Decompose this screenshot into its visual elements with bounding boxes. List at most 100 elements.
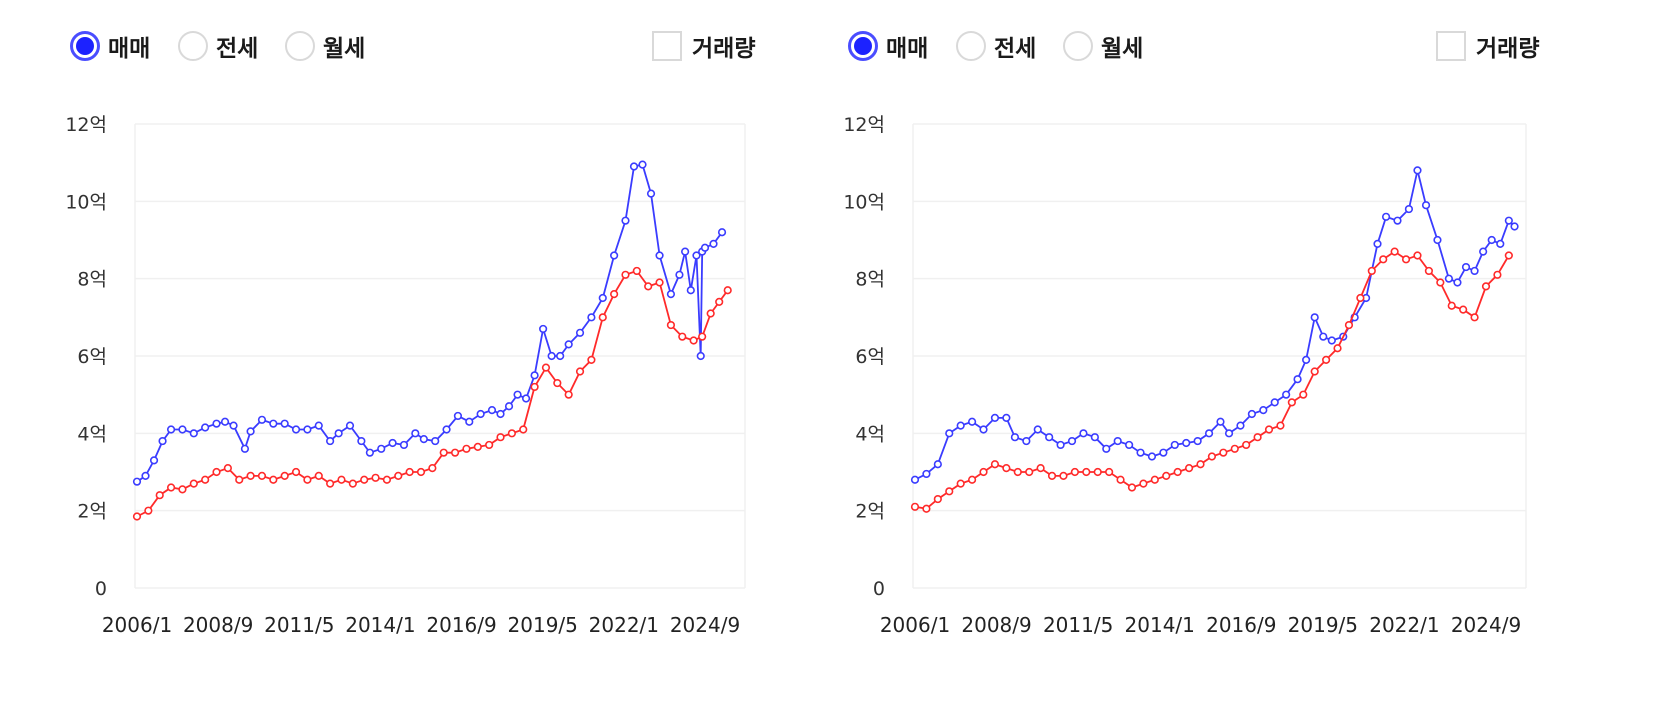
buy-data-point (967, 417, 977, 426)
jeonse-data-point (575, 367, 585, 376)
buy-data-point (547, 351, 556, 361)
jeonse-data-point (1105, 467, 1114, 477)
buy-data-point (1259, 406, 1268, 415)
buy-data-point (575, 328, 585, 337)
buy-data-point (314, 421, 323, 430)
left-radio-jeonse[interactable]: 전세 (178, 28, 258, 64)
jeonse-data-point (1447, 301, 1456, 310)
jeonse-data-point (1493, 270, 1502, 279)
buy-series-line (914, 170, 1516, 481)
left-chart-panel: 매매 전세 월세 거래량 0 2억 4억 6억 8억 10억 12억 2006/1 2008/9… (65, 28, 826, 637)
jeonse-data-point (223, 464, 232, 473)
jeonse-data-point (610, 290, 619, 299)
buy-data-point (280, 419, 289, 428)
buy-data-point (922, 469, 931, 479)
right-chart-panel: 매매 전세 월세 거래량 0 2억 4억 6억 8억 10억 12억 2006/1 2008/9… (836, 0, 1672, 711)
buy-data-point (141, 471, 150, 480)
buy-data-point (1056, 440, 1065, 450)
y-tick-label: 0 (95, 578, 107, 600)
buy-data-point (696, 351, 705, 361)
buy-data-point (1433, 235, 1442, 245)
buy-data-point (1470, 266, 1479, 276)
jeonse-data-point (337, 475, 346, 484)
jeonse-data-point (933, 494, 942, 504)
jeonse-data-point (1356, 293, 1365, 303)
buy-data-point (700, 243, 710, 252)
left-radio-wolse[interactable]: 월세 (285, 28, 365, 64)
radio-selected-icon (70, 31, 100, 61)
jeonse-data-point (235, 475, 244, 484)
buy-data-point (487, 406, 497, 415)
buy-data-point (357, 436, 366, 446)
y-tick-label: 10억 (843, 191, 885, 213)
buy-data-point (1453, 278, 1462, 287)
jeonse-data-point (922, 504, 931, 513)
buy-data-point (556, 351, 565, 361)
jeonse-data-point (655, 278, 664, 287)
jeonse-data-point (405, 467, 414, 477)
radio-selected-icon (848, 31, 878, 61)
jeonse-data-point (621, 270, 630, 279)
buy-data-point (132, 477, 142, 486)
jeonse-data-point (1413, 251, 1422, 260)
buy-data-point (1170, 440, 1179, 450)
left-controls: 매매 전세 월세 거래량 (70, 28, 826, 68)
jeonse-data-point (246, 471, 255, 480)
buy-data-point (1067, 436, 1077, 446)
x-tick-label: 2006/1 (102, 613, 172, 637)
jeonse-data-point (564, 390, 573, 399)
x-tick-label: 2014/1 (1125, 613, 1195, 637)
checkbox-label: 거래량 (692, 36, 756, 62)
jeonse-data-point (1436, 278, 1445, 287)
buy-data-point (539, 324, 548, 334)
right-radio-wolse[interactable]: 월세 (1063, 28, 1143, 64)
buy-data-point (411, 429, 420, 438)
buy-data-point (1413, 166, 1422, 175)
y-tick-label: 6억 (855, 346, 885, 368)
radio-empty-icon (1063, 31, 1093, 61)
buy-data-point (1487, 235, 1496, 245)
jeonse-data-point (326, 479, 335, 488)
buy-data-point (377, 444, 386, 453)
jeonse-data-point (1002, 464, 1011, 473)
buy-series-line (136, 163, 723, 483)
jeonse-data-point (428, 464, 437, 473)
left-radio-buy[interactable]: 매매 (70, 28, 150, 64)
buy-data-point (646, 189, 656, 198)
x-tick-label: 2019/5 (1288, 613, 1358, 637)
buy-data-point (229, 421, 238, 430)
buy-data-point (692, 251, 701, 260)
buy-data-point (675, 270, 684, 279)
y-tick-label: 2억 (77, 501, 107, 523)
right-radio-buy[interactable]: 매매 (848, 28, 928, 64)
jeonse-data-point (1207, 452, 1217, 461)
radio-label: 월세 (323, 36, 366, 62)
buy-data-point (1496, 239, 1505, 248)
chart-svg: 0 2억 4억 6억 8억 10억 12억 2006/1 2008/9 2011/5 2014/1 2… (843, 114, 1527, 637)
buy-data-point (476, 409, 485, 419)
jeonse-data-point (666, 320, 676, 330)
buy-data-point (1216, 417, 1225, 426)
radio-label: 전세 (216, 36, 259, 62)
buy-data-point (1010, 433, 1020, 442)
y-tick-label: 12억 (843, 114, 885, 136)
y-tick-label: 6억 (77, 346, 107, 368)
buy-data-point (1079, 429, 1088, 438)
buy-data-point (717, 228, 727, 237)
right-radio-jeonse[interactable]: 전세 (956, 28, 1036, 64)
jeonse-data-point (1070, 467, 1079, 477)
buy-data-point (1247, 409, 1256, 419)
jeonse-data-point (1059, 471, 1068, 480)
right-volume-checkbox[interactable]: 거래량 (1436, 28, 1539, 64)
checkbox-empty-icon (1436, 31, 1466, 61)
jeonse-data-point (1401, 255, 1411, 264)
radio-label: 매매 (108, 36, 151, 62)
buy-data-point (956, 421, 965, 430)
jeonse-data-point (723, 286, 732, 295)
buy-data-point (453, 411, 463, 421)
buy-data-point (1444, 274, 1453, 283)
jeonse-data-point (1025, 467, 1034, 477)
buy-data-point (201, 423, 210, 432)
left-volume-checkbox[interactable]: 거래량 (652, 28, 755, 64)
radio-empty-icon (178, 31, 208, 61)
